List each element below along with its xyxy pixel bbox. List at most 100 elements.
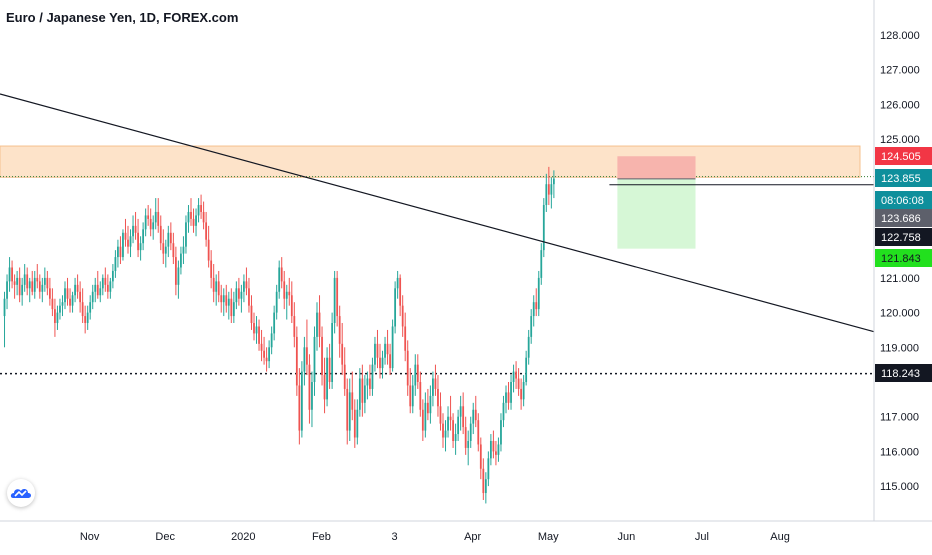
candle-body xyxy=(202,211,205,223)
candle-body xyxy=(283,281,286,299)
current-price-badge: 123.855 xyxy=(875,169,932,187)
candle-body xyxy=(43,277,46,285)
price-axis[interactable]: 128.000 127.000 126.000 125.000 121.000 120.0… xyxy=(880,30,920,493)
candle-body xyxy=(243,281,245,292)
candle-body xyxy=(429,395,432,414)
candle-body xyxy=(21,284,24,296)
price-tick-label: 121.000 xyxy=(880,273,920,285)
candle-body xyxy=(69,298,71,306)
candle-body xyxy=(520,388,523,400)
candle-body xyxy=(164,246,167,254)
candle-body xyxy=(172,243,175,258)
candle-body xyxy=(89,302,92,313)
candle-body xyxy=(306,347,308,365)
candle-body xyxy=(134,225,137,233)
candle-body xyxy=(76,284,79,292)
supply-zone-layer xyxy=(0,145,861,178)
candles-layer xyxy=(3,166,555,504)
candle-body xyxy=(33,277,36,292)
candle-body xyxy=(23,274,26,285)
candle-body xyxy=(227,298,230,306)
candle-body xyxy=(263,350,265,358)
trendline xyxy=(0,93,875,333)
target-price-badge: 121.843 xyxy=(875,249,932,267)
price-tick-label: 127.000 xyxy=(880,65,920,77)
candle-body xyxy=(225,295,228,306)
candle-body xyxy=(540,250,543,278)
time-axis[interactable]: Nov Dec 2020 Feb 3 Apr May Jun Jul Aug xyxy=(80,531,790,543)
candle-body xyxy=(479,444,482,469)
candle-body xyxy=(507,392,510,403)
candle-body xyxy=(474,409,477,421)
candle-body xyxy=(363,385,366,403)
candle-body xyxy=(525,357,528,382)
candle-body xyxy=(353,409,356,438)
candle-body xyxy=(376,343,379,358)
candle-body xyxy=(313,336,316,382)
candle-body xyxy=(477,420,480,445)
candle-body xyxy=(71,295,74,306)
candle-body xyxy=(114,257,117,271)
candle-body xyxy=(174,257,177,285)
time-tick-label: 3 xyxy=(391,531,397,543)
candle-body xyxy=(265,357,268,362)
candle-body xyxy=(311,382,313,410)
candle-body xyxy=(484,479,487,494)
candle-body xyxy=(28,281,31,289)
horizontal-level-badge: 123.686 xyxy=(875,209,932,227)
candle-body xyxy=(316,312,318,337)
time-tick-label: Apr xyxy=(464,531,481,543)
candle-body xyxy=(409,385,412,407)
time-tick-label: 2020 xyxy=(231,531,255,543)
candle-body xyxy=(321,336,323,376)
badge-background xyxy=(875,191,932,209)
candle-body xyxy=(46,277,49,289)
badge-background xyxy=(875,169,932,187)
candle-body xyxy=(358,378,361,410)
candle-body xyxy=(341,343,344,365)
candle-body xyxy=(220,295,223,303)
candle-body xyxy=(361,378,364,403)
candle-body xyxy=(48,288,51,299)
candle-body xyxy=(462,406,465,428)
candle-body xyxy=(502,402,505,421)
candle-body xyxy=(13,281,16,285)
badge-background xyxy=(875,249,932,267)
candle-body xyxy=(66,288,69,299)
candle-body xyxy=(212,277,215,292)
candle-body xyxy=(278,267,281,292)
candle-body xyxy=(61,302,64,306)
candle-body xyxy=(442,423,444,438)
candle-body xyxy=(250,305,253,324)
candle-body xyxy=(487,458,490,480)
candle-body xyxy=(157,211,160,226)
candle-body xyxy=(401,305,404,327)
candle-body xyxy=(232,302,235,317)
candle-body xyxy=(384,343,386,358)
badge-text: 124.505 xyxy=(881,151,921,163)
candle-body xyxy=(303,347,306,372)
candle-body xyxy=(54,309,56,324)
candle-body xyxy=(545,184,548,206)
candle-body xyxy=(162,243,165,254)
position-layer xyxy=(609,156,874,249)
candle-body xyxy=(142,229,145,244)
close-price-badge: 122.758 xyxy=(875,228,932,246)
candle-body xyxy=(439,406,442,424)
candle-body xyxy=(180,253,182,268)
candle-body xyxy=(399,277,402,306)
tradingview-logo-icon[interactable] xyxy=(7,479,35,507)
stop-price-badge: 124.505 xyxy=(875,147,932,165)
candle-body xyxy=(144,215,147,230)
badge-text: 121.843 xyxy=(881,253,921,265)
stop-loss-zone xyxy=(617,156,696,179)
candle-body xyxy=(38,281,41,292)
badge-text: 123.855 xyxy=(881,173,921,185)
candle-body xyxy=(336,277,339,317)
candle-body xyxy=(185,222,187,247)
candle-body xyxy=(59,305,61,313)
candle-body xyxy=(240,291,243,299)
price-tick-label: 125.000 xyxy=(880,134,920,146)
candle-body xyxy=(421,409,424,431)
